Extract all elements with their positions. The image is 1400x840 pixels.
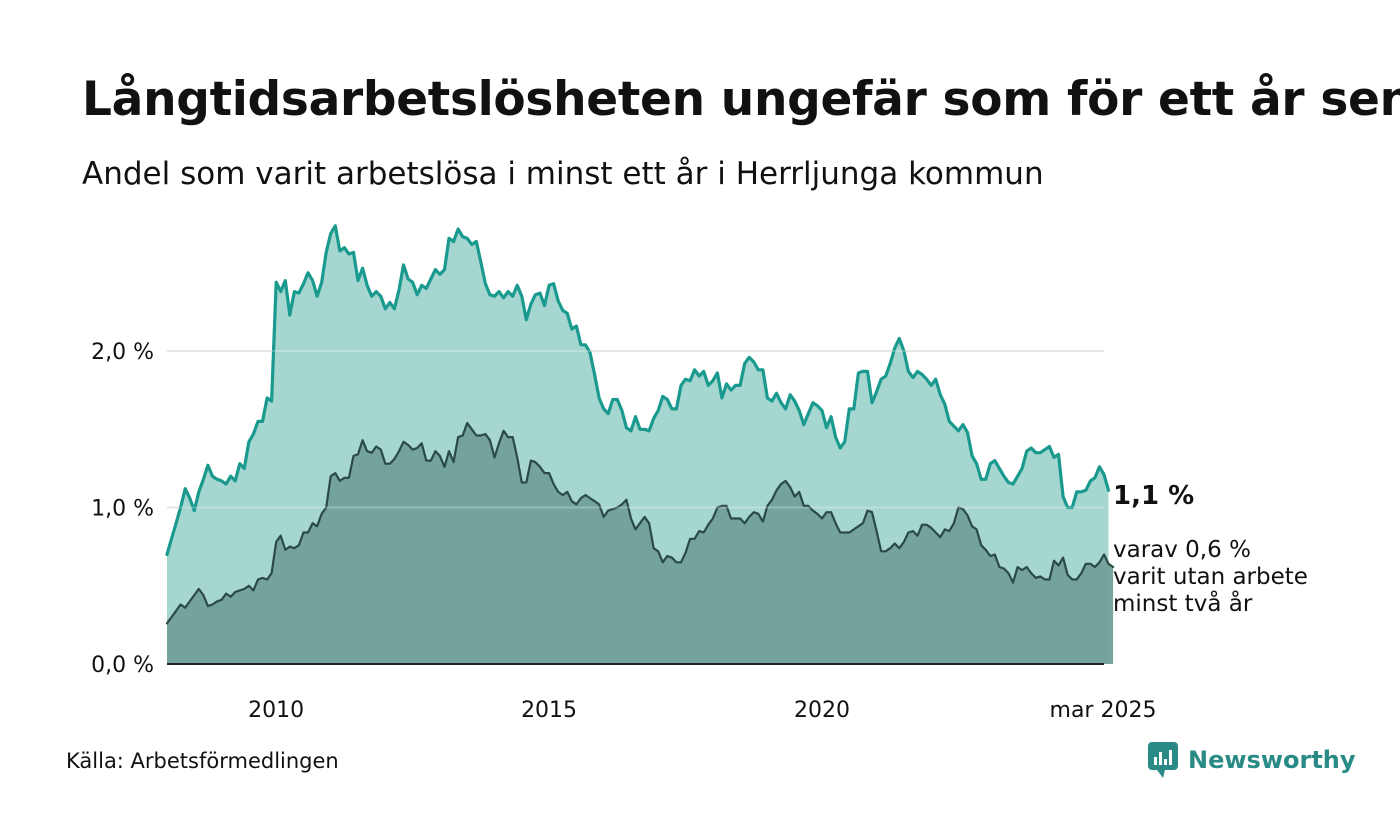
- x-tick-label: 2015: [521, 698, 577, 723]
- source-credit: Källa: Arbetsförmedlingen: [66, 749, 339, 773]
- chart-title: Långtidsarbetslösheten ungefär som för e…: [82, 72, 1400, 127]
- secondary-value-label: varav 0,6 % varit utan arbete minst två …: [1113, 537, 1308, 618]
- x-tick-label: mar 2025: [1050, 698, 1157, 723]
- x-tick-label: 2020: [794, 698, 850, 723]
- series-1-line: [165, 224, 1111, 557]
- secondary-value-line: varit utan arbete: [1113, 564, 1308, 590]
- y-tick-label: 1,0 %: [91, 497, 154, 522]
- secondary-value-line: minst två år: [1113, 591, 1253, 617]
- newsworthy-logo-icon: [1148, 742, 1178, 778]
- secondary-value-line: varav 0,6 %: [1113, 537, 1251, 563]
- x-tick-label: 2010: [248, 698, 304, 723]
- y-tick-label: 0,0 %: [91, 653, 154, 678]
- series-2-line: [165, 421, 1115, 625]
- brand-name: Newsworthy: [1188, 746, 1356, 774]
- brand-logo: Newsworthy: [1148, 742, 1356, 778]
- chart-subtitle: Andel som varit arbetslösa i minst ett å…: [82, 156, 1044, 192]
- y-tick-label: 2,0 %: [91, 340, 154, 365]
- axis-layer: 0,0 % 1,0 % 2,0 % 2010 2015 2020 mar 2025: [91, 340, 1156, 723]
- series-layer: [165, 224, 1115, 665]
- series-2-area: [167, 423, 1114, 664]
- latest-value-label: 1,1 %: [1113, 481, 1195, 511]
